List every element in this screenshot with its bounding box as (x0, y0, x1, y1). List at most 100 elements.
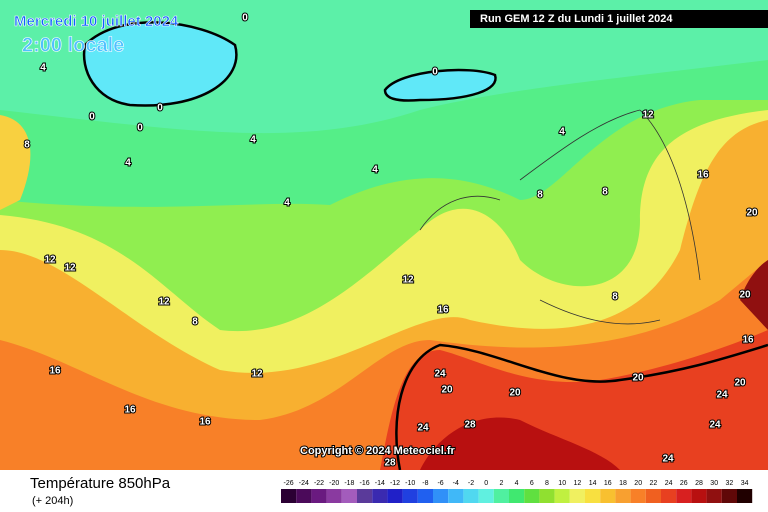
colorbar-label: -14 (375, 480, 385, 487)
colorbar-swatch (341, 489, 357, 503)
contour-label: 4 (559, 127, 565, 138)
contour-label: 16 (49, 366, 61, 377)
colorbar-label: 24 (665, 480, 673, 487)
colorbar-label: 22 (650, 480, 658, 487)
contour-label: 0 (137, 123, 143, 134)
contour-label: 24 (716, 390, 728, 401)
contour-label: 8 (537, 190, 543, 201)
isotherm-20 (395, 343, 768, 471)
colorbar-swatch (448, 489, 464, 503)
colorbar-label: -6 (437, 480, 443, 487)
colorbar-label: 26 (680, 480, 688, 487)
contour-label: 12 (44, 255, 56, 266)
colorbar-swatch (478, 489, 494, 503)
contour-label: 16 (199, 417, 211, 428)
contour-label: 20 (632, 373, 644, 384)
contour-label: 12 (251, 369, 263, 380)
colorbar: -26 -24 -22 -20 -18 -16 -14 -12 -10 -8 -6 -4 -2 0 2 4 6 8… (281, 480, 753, 503)
colorbar-label: -8 (422, 480, 428, 487)
colorbar-swatch (737, 489, 753, 503)
colorbar-swatch (600, 489, 616, 503)
contour-label: 20 (739, 290, 751, 301)
colorbar-label: -20 (329, 480, 339, 487)
colorbar-swatch (661, 489, 677, 503)
colorbar-label: 4 (515, 480, 519, 487)
colorbar-label: -24 (299, 480, 309, 487)
footer-lead: (+ 204h) (32, 495, 73, 507)
contour-label: 28 (464, 420, 476, 431)
contour-label: 12 (642, 110, 654, 121)
run-info: Run GEM 12 Z du Lundi 1 juillet 2024 (480, 13, 673, 25)
colorbar-label: 6 (530, 480, 534, 487)
colorbar-swatch (326, 489, 342, 503)
dark-red-zone (420, 417, 620, 470)
colorbar-swatch (417, 489, 433, 503)
colorbar-label: 20 (634, 480, 642, 487)
contour-label: 24 (662, 454, 674, 465)
colorbar-label: -12 (390, 480, 400, 487)
contour-label: 20 (734, 378, 746, 389)
colorbar-swatch (433, 489, 449, 503)
contour-label: 4 (40, 63, 46, 74)
colorbar-swatch (296, 489, 312, 503)
contour-label: 20 (441, 385, 453, 396)
coastlines (419, 109, 701, 325)
contour-label: 20 (746, 208, 758, 219)
colorbar-swatch (630, 489, 646, 503)
colorbar-swatch (311, 489, 327, 503)
colorbar-swatch (721, 489, 737, 503)
contour-label: 16 (437, 305, 449, 316)
contour-label: 24 (417, 423, 429, 434)
colorbar-label: -16 (360, 480, 370, 487)
contour-label: 12 (64, 263, 76, 274)
colorbar-label: -4 (453, 480, 459, 487)
colorbar-swatch (691, 489, 707, 503)
colorbar-label: -22 (314, 480, 324, 487)
dark-red-east (740, 260, 768, 330)
contour-label: 24 (709, 420, 721, 431)
contour-label: 12 (402, 275, 414, 286)
colorbar-label: 12 (574, 480, 582, 487)
colorbar-label: 0 (484, 480, 488, 487)
colorbar-label: 10 (558, 480, 566, 487)
contour-label: 8 (192, 317, 198, 328)
contour-label: 4 (125, 158, 131, 169)
colorbar-swatch (463, 489, 479, 503)
contour-label: 28 (384, 458, 396, 469)
colorbar-swatch (569, 489, 585, 503)
colorbar-swatch (524, 489, 540, 503)
run-box (470, 10, 768, 28)
colorbar-swatch (387, 489, 403, 503)
contour-label: 4 (250, 135, 256, 146)
colorbar-swatch (706, 489, 722, 503)
colorbar-swatch (372, 489, 388, 503)
colorbar-swatch (676, 489, 692, 503)
colorbar-swatch (509, 489, 525, 503)
colorbar-label: 2 (499, 480, 503, 487)
contour-label: 8 (602, 187, 608, 198)
cold-pool-north (383, 68, 497, 102)
copyright: Copyright © 2024 Meteociel.fr (300, 445, 456, 457)
colorbar-label: 8 (545, 480, 549, 487)
contour-label: 8 (24, 140, 30, 151)
contour-label: 4 (372, 165, 378, 176)
contour-label: 12 (158, 297, 170, 308)
footer-title: Température 850hPa (30, 475, 171, 492)
contour-label: 4 (284, 198, 290, 209)
contour-label: 8 (612, 292, 618, 303)
colorbar-swatch (554, 489, 570, 503)
contour-label: 0 (89, 112, 95, 123)
colorbar-label: 14 (589, 480, 597, 487)
colorbar-label: 16 (604, 480, 612, 487)
colorbar-label: -10 (405, 480, 415, 487)
west-warm (0, 115, 31, 210)
forecast-date: Mercredi 10 juillet 2024 (14, 13, 179, 30)
colorbar-swatch (645, 489, 661, 503)
contour-label: 20 (509, 388, 521, 399)
colorbar-swatch (357, 489, 373, 503)
contour-label: 0 (157, 103, 163, 114)
map: 0 0 0 0 0 4 4 4 4 4 4 8 8 8 8 8 12 12 12 12 12 12 16 16 16 16 16 16… (0, 0, 768, 471)
colorbar-swatch (615, 489, 631, 503)
colorbar-swatch (585, 489, 601, 503)
